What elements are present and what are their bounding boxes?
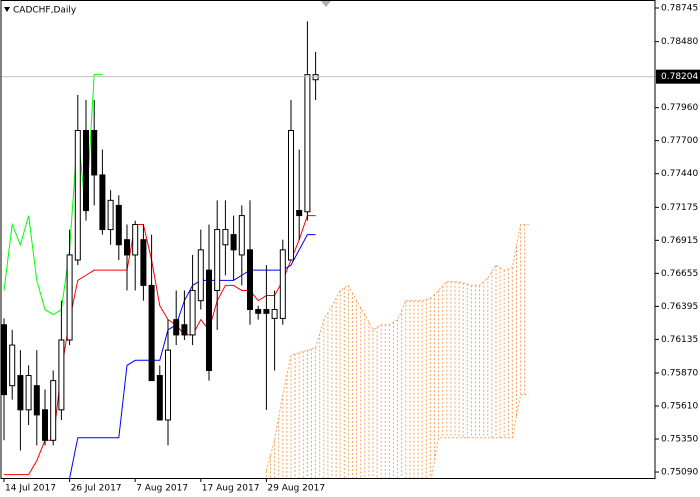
candle-body: [230, 234, 237, 251]
candle-body: [66, 254, 73, 341]
candle-body: [83, 130, 89, 211]
candle-body: [197, 249, 204, 302]
y-tick-label: 0.75090: [661, 468, 698, 478]
candle-body: [279, 249, 286, 319]
candle-body: [58, 339, 65, 411]
chart-title: CADCHF,Daily: [13, 6, 77, 16]
candle-body: [173, 319, 180, 336]
plot-area: [1, 21, 655, 478]
candle-body: [74, 130, 81, 261]
y-tick-label: 0.76395: [661, 302, 698, 312]
candle-body: [99, 174, 106, 231]
shift-marker: [321, 1, 331, 7]
candle-body: [181, 324, 188, 336]
y-tick-label: 0.77175: [661, 203, 698, 213]
candle-body: [296, 209, 303, 217]
candle-body: [165, 349, 171, 421]
candle-body: [189, 289, 196, 336]
y-tick-label: 0.76135: [661, 335, 698, 345]
candle-body: [91, 130, 98, 176]
title-arrow: [4, 7, 10, 12]
candle-body: [9, 344, 16, 387]
candle-body: [33, 385, 40, 416]
y-tick-label: 0.75870: [661, 369, 698, 379]
candle-body: [238, 215, 245, 256]
y-tick-label: 0.77440: [661, 169, 698, 179]
candle-body: [124, 239, 130, 256]
last-price-label: 0.78204: [661, 72, 698, 82]
y-tick-label: 0.77960: [661, 103, 698, 113]
candle-body: [271, 309, 278, 319]
cloud-edge: [265, 223, 529, 471]
x-tick-label: 17 Aug 2017: [202, 484, 260, 494]
y-tick-label: 0.76915: [661, 236, 698, 246]
candle-body: [263, 309, 270, 314]
y-tick-label: 0.78480: [661, 37, 698, 47]
candle-body: [148, 284, 155, 382]
y-tick-label: 0.78745: [661, 3, 698, 13]
candle-body: [132, 223, 139, 256]
candle-body: [222, 229, 229, 246]
candle-body: [312, 74, 319, 81]
candle-body: [288, 130, 294, 261]
candle-body: [107, 199, 114, 231]
x-tick-label: 29 Aug 2017: [267, 484, 325, 494]
candle-body: [1, 324, 7, 396]
y-tick-label: 0.77700: [661, 136, 698, 146]
candle-body: [115, 204, 122, 246]
candle-body: [140, 239, 147, 286]
candle-body: [25, 375, 32, 411]
y-tick-label: 0.75350: [661, 435, 698, 445]
candle-body: [214, 229, 221, 291]
candle-body: [156, 375, 163, 421]
candle-body: [304, 74, 311, 213]
cloud-edge: [430, 394, 529, 478]
y-tick-label: 0.76655: [661, 269, 698, 279]
x-tick-label: 7 Aug 2017: [136, 484, 188, 494]
candle-body: [247, 249, 253, 311]
last-price-box: [656, 69, 700, 84]
candle-body: [42, 409, 48, 441]
x-tick-label: 26 Jul 2017: [71, 484, 122, 494]
candle-body: [206, 269, 212, 371]
y-tick-label: 0.75610: [661, 402, 698, 412]
x-tick-label: 14 Jul 2017: [5, 484, 56, 494]
candle-body: [17, 375, 24, 411]
candle-body: [50, 380, 57, 441]
plot-frame: [0, 0, 656, 479]
candle-body: [255, 309, 262, 314]
